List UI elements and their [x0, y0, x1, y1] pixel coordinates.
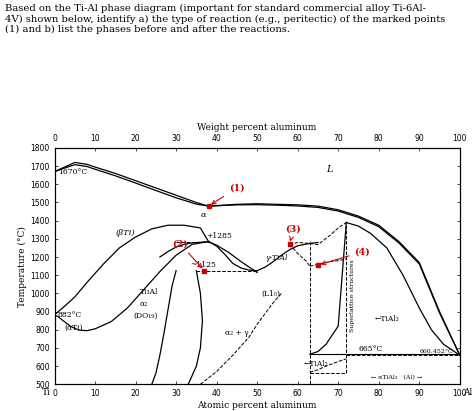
- Text: γ-TiAl: γ-TiAl: [265, 254, 288, 262]
- X-axis label: Atomic percent aluminum: Atomic percent aluminum: [197, 401, 317, 410]
- Text: Superlattice structures: Superlattice structures: [350, 259, 355, 332]
- Text: α₂ + γ: α₂ + γ: [225, 329, 248, 337]
- Text: 660.452°C: 660.452°C: [419, 349, 453, 354]
- Text: L: L: [326, 165, 333, 174]
- Text: ← αTiAl₃   (Al) →: ← αTiAl₃ (Al) →: [371, 375, 422, 381]
- Text: (αTi): (αTi): [64, 324, 83, 332]
- Text: ←TiAl₃: ←TiAl₃: [374, 315, 400, 323]
- Y-axis label: Temperature (°C): Temperature (°C): [18, 226, 27, 307]
- Text: 1670°C: 1670°C: [58, 168, 87, 175]
- Text: (4): (4): [322, 247, 370, 265]
- Text: 882°C: 882°C: [58, 311, 82, 319]
- Text: (βTi): (βTi): [115, 229, 135, 238]
- Text: 665°C: 665°C: [358, 345, 383, 353]
- Text: α₂: α₂: [140, 299, 148, 307]
- Text: α: α: [201, 211, 206, 219]
- Text: (3): (3): [285, 224, 301, 240]
- Text: ←TiAl₂: ←TiAl₂: [304, 360, 328, 368]
- Text: (DO₁₉): (DO₁₉): [134, 312, 158, 320]
- Text: Ti: Ti: [42, 388, 51, 397]
- Text: Based on the Ti-Al phase diagram (important for standard commercial alloy Ti-6Al: Based on the Ti-Al phase diagram (import…: [5, 4, 445, 35]
- Text: +1285: +1285: [207, 231, 232, 240]
- Text: (1): (1): [212, 184, 245, 204]
- Text: ~1125: ~1125: [190, 261, 216, 269]
- X-axis label: Weight percent aluminum: Weight percent aluminum: [198, 123, 317, 132]
- Text: Al: Al: [463, 388, 473, 397]
- Text: Ti₃Al: Ti₃Al: [140, 288, 158, 296]
- Text: (2): (2): [172, 239, 202, 268]
- Text: (L1₀): (L1₀): [261, 289, 280, 298]
